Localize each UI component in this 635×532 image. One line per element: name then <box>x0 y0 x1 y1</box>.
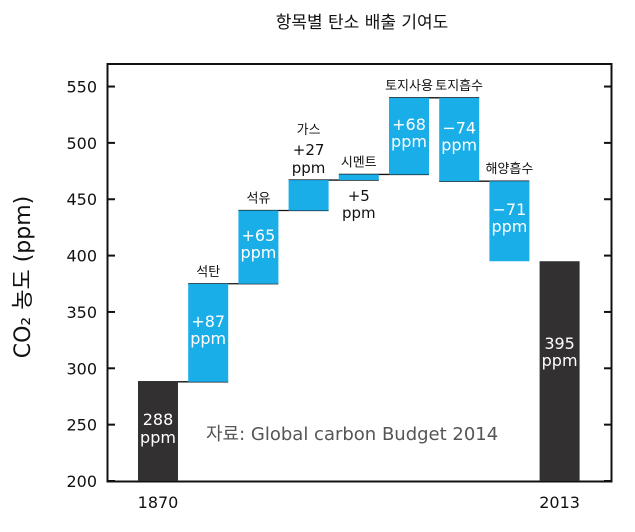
bar-unit-label: ppm <box>292 159 326 177</box>
bar-category-label: 시멘트 <box>341 155 377 170</box>
change-bar <box>338 174 379 181</box>
y-tick-label: 400 <box>66 247 97 266</box>
y-axis-label: CO₂ 농도 (ppm) <box>11 196 36 359</box>
bar-unit-label: ppm <box>190 329 226 348</box>
change-bar <box>188 283 229 382</box>
bar-unit-label: ppm <box>491 217 527 236</box>
bar-value-label: +87 <box>191 312 225 331</box>
chart-title: 항목별 탄소 배출 기여도 <box>276 13 449 33</box>
bar-unit-label: ppm <box>542 351 578 370</box>
y-tick-label: 200 <box>66 472 97 491</box>
y-tick-label: 350 <box>66 303 97 322</box>
bar-category-label: 석탄 <box>196 265 220 280</box>
change-bar <box>288 180 329 211</box>
bar-unit-label: ppm <box>240 243 276 262</box>
change-bar <box>238 210 279 284</box>
bar-value-label: +5 <box>348 187 370 205</box>
bar-category-label: 석유 <box>246 192 270 207</box>
bar-value-label: +68 <box>392 115 426 134</box>
bar-category-label: 해양흡수 <box>485 162 533 177</box>
bar-category-label: 가스 <box>297 123 321 138</box>
y-tick-label: 450 <box>66 190 97 209</box>
bar-category-label: 토지사용 <box>385 79 433 94</box>
x-tick-label: 1870 <box>138 493 179 512</box>
y-tick-label: 300 <box>66 359 97 378</box>
bar-category-label: 토지흡수 <box>435 79 483 94</box>
bar-unit-label: ppm <box>342 204 376 222</box>
change-bar <box>439 97 480 182</box>
bar-value-label: +65 <box>242 226 276 245</box>
total-bar <box>138 381 178 481</box>
bar-value-label: −74 <box>442 119 476 138</box>
source-note: 자료: Global carbon Budget 2014 <box>206 424 498 445</box>
y-axis: 200 250 300 350 400 450 500 550 <box>66 78 612 491</box>
bar-unit-label: ppm <box>391 132 427 151</box>
y-tick-label: 550 <box>66 78 97 97</box>
bar-value-label: 288 <box>143 410 174 429</box>
y-tick-label: 500 <box>66 134 97 153</box>
y-tick-label: 250 <box>66 416 97 435</box>
total-bar <box>539 261 580 481</box>
change-bar <box>489 181 530 262</box>
bar-unit-label: ppm <box>140 428 176 447</box>
plot-frame <box>106 63 613 483</box>
bar-unit-label: ppm <box>441 136 477 155</box>
bar-value-label: +27 <box>293 141 325 159</box>
x-axis: 1870 2013 <box>138 493 580 512</box>
change-bar <box>389 97 429 175</box>
bar-value-label: 395 <box>544 334 575 353</box>
bar-value-label: −71 <box>493 200 527 219</box>
x-tick-label: 2013 <box>539 493 580 512</box>
